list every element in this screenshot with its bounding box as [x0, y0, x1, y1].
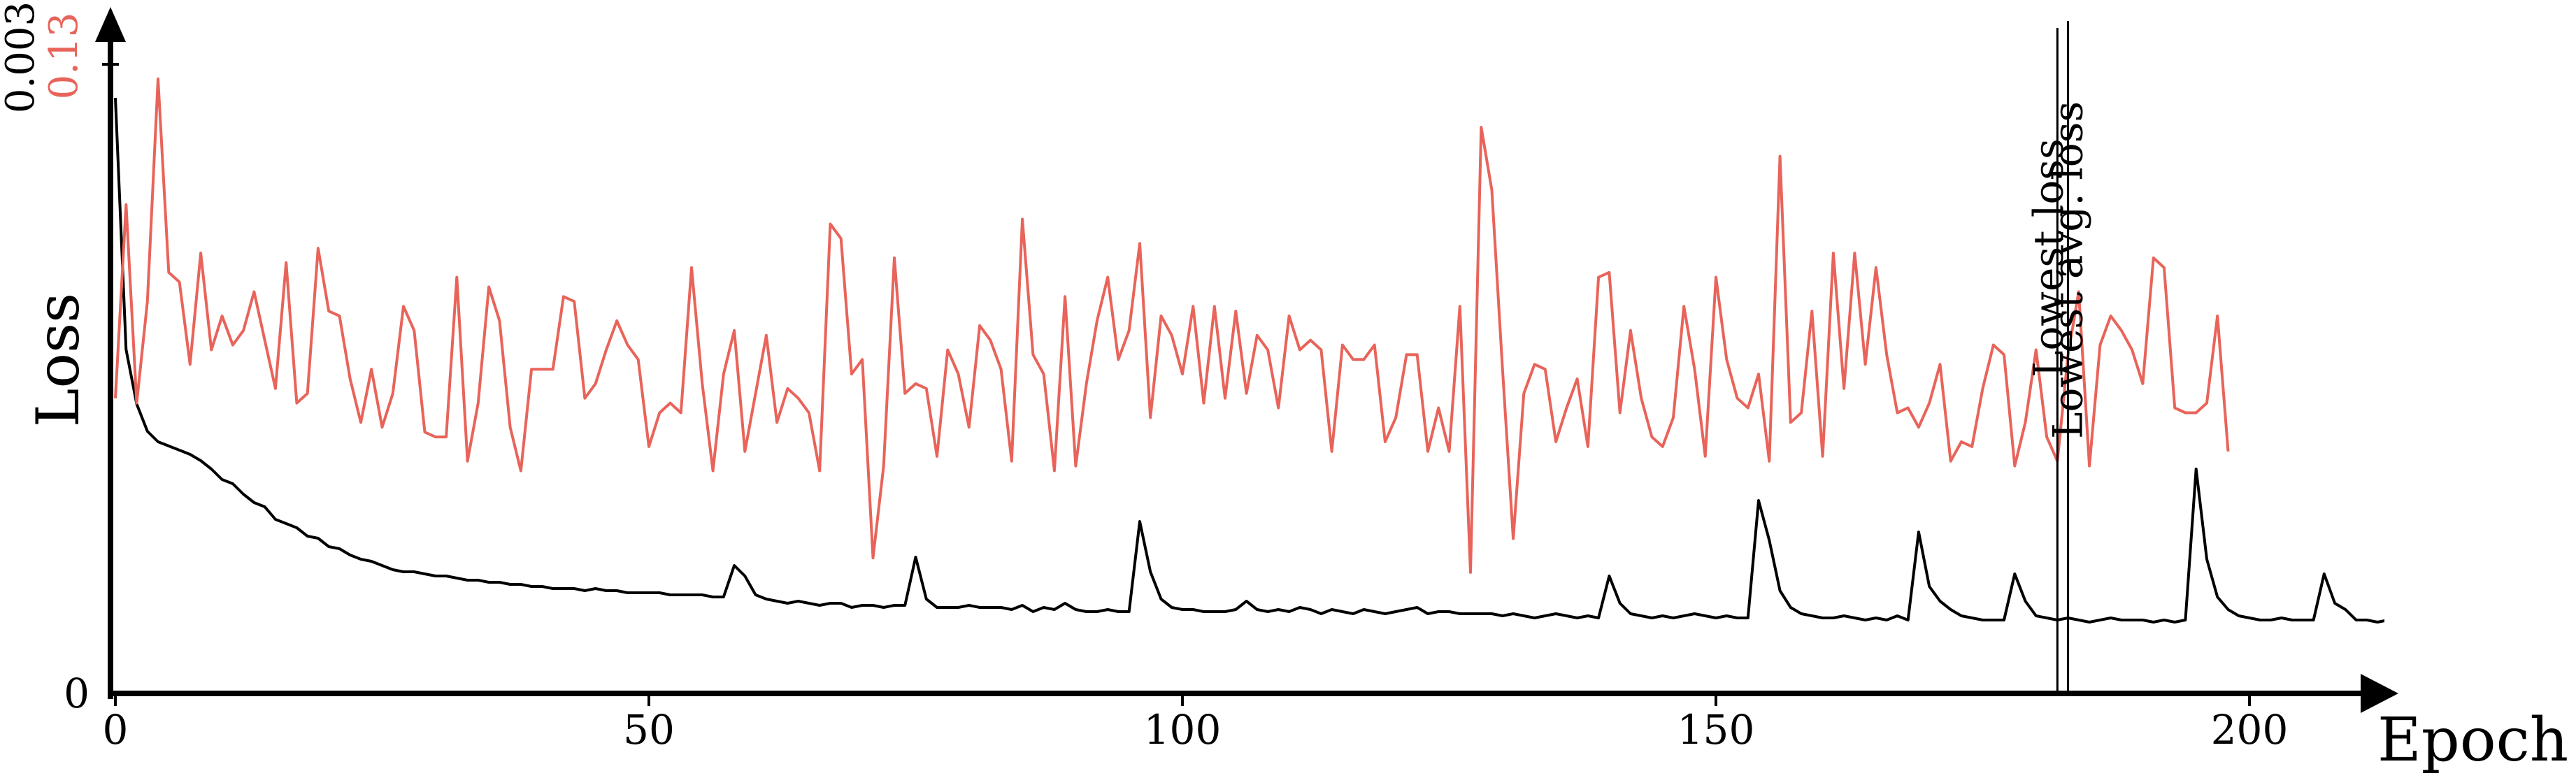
- annotation-label: Lowest avg. loss: [2045, 101, 2092, 439]
- annotation-label: Lowest loss: [2024, 138, 2072, 377]
- x-axis-ticks: 0 50 100 150 200: [103, 693, 2289, 754]
- y-tick-label-primary-max: 0.003: [0, 1, 43, 113]
- y-tick-label-zero: 0: [64, 670, 90, 717]
- y-tick-label-secondary-max: 0.13: [41, 13, 87, 100]
- y-axis-arrowhead: [95, 7, 126, 42]
- x-axis-title: Epoch: [2377, 705, 2568, 775]
- x-tick-label: 200: [2211, 706, 2289, 754]
- series-line-black: [114, 97, 2384, 624]
- series-line-red: [114, 77, 2230, 574]
- x-tick-label: 150: [1677, 706, 1755, 754]
- x-tick-label: 50: [623, 706, 675, 754]
- y-axis-title: Loss: [24, 293, 92, 428]
- x-tick-label: 0: [103, 706, 129, 754]
- x-axis-arrowhead: [2361, 674, 2398, 713]
- x-tick-label: 100: [1144, 706, 1222, 754]
